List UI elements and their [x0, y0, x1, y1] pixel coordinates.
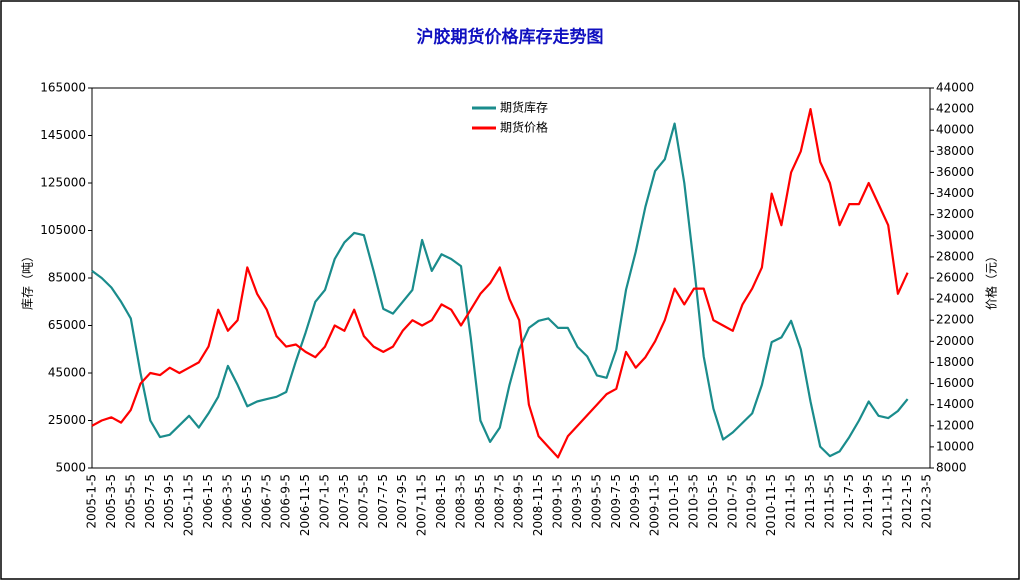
x-tick-label: 2010-1-5: [667, 474, 681, 528]
y-tick-label: 165000: [40, 81, 86, 95]
y2-tick-label: 20000: [936, 334, 974, 348]
y2-tick-label: 16000: [936, 376, 974, 390]
y2-tick-label: 10000: [936, 439, 974, 453]
y2-tick-label: 36000: [936, 165, 974, 179]
x-tick-label: 2007-11-5: [415, 474, 429, 536]
x-tick-label: 2006-1-5: [201, 474, 215, 528]
y-axis-label: 库存（吨）: [20, 250, 35, 310]
y-tick-label: 25000: [48, 413, 86, 427]
x-tick-label: 2006-9-5: [279, 474, 293, 528]
x-tick-label: 2010-7-5: [725, 474, 739, 528]
x-tick-label: 2007-1-5: [318, 474, 332, 528]
x-tick-label: 2007-3-5: [337, 474, 351, 528]
x-tick-label: 2008-1-5: [434, 474, 448, 528]
y2-tick-label: 18000: [936, 355, 974, 369]
y-tick-label: 85000: [48, 271, 86, 285]
x-tick-label: 2010-5-5: [706, 474, 720, 528]
x-tick-label: 2007-9-5: [395, 474, 409, 528]
y2-tick-label: 26000: [936, 271, 974, 285]
y2-tick-label: 28000: [936, 249, 974, 263]
x-tick-label: 2010-3-5: [686, 474, 700, 528]
y2-axis-label: 价格（元）: [984, 250, 999, 310]
x-tick-label: 2008-11-5: [531, 474, 545, 536]
x-tick-label: 2006-5-5: [240, 474, 254, 528]
x-tick-label: 2005-5-5: [123, 474, 137, 528]
x-tick-label: 2009-9-5: [628, 474, 642, 528]
series-line: [91, 108, 909, 459]
x-tick-label: 2005-9-5: [162, 474, 176, 528]
y2-tick-label: 40000: [936, 123, 974, 137]
x-tick-label: 2012-1-5: [900, 474, 914, 528]
y-tick-label: 45000: [48, 366, 86, 380]
y2-tick-label: 38000: [936, 144, 974, 158]
y2-tick-label: 34000: [936, 186, 974, 200]
x-tick-label: 2005-7-5: [143, 474, 157, 528]
y2-tick-label: 22000: [936, 313, 974, 327]
x-tick-label: 2006-7-5: [259, 474, 273, 528]
x-tick-label: 2009-1-5: [551, 474, 565, 528]
chart-title: 沪胶期货价格库存走势图: [417, 27, 604, 48]
x-tick-label: 2008-3-5: [453, 474, 467, 528]
x-tick-label: 2006-3-5: [220, 474, 234, 528]
x-tick-label: 2011-11-5: [881, 474, 895, 536]
y-tick-label: 145000: [40, 128, 86, 142]
y-tick-label: 105000: [40, 223, 86, 237]
x-tick-label: 2010-9-5: [745, 474, 759, 528]
y2-tick-label: 44000: [936, 81, 974, 95]
x-tick-label: 2008-5-5: [473, 474, 487, 528]
legend-label: 期货价格: [500, 120, 548, 135]
x-tick-label: 2010-11-5: [764, 474, 778, 536]
y2-tick-label: 42000: [936, 102, 974, 116]
x-tick-label: 2006-11-5: [298, 474, 312, 536]
y-tick-label: 5000: [55, 461, 86, 475]
x-tick-label: 2008-9-5: [512, 474, 526, 528]
x-tick-label: 2005-11-5: [182, 474, 196, 536]
x-tick-label: 2011-3-5: [803, 474, 817, 528]
x-tick-label: 2007-7-5: [376, 474, 390, 528]
x-tick-label: 2011-5-5: [822, 474, 836, 528]
x-tick-label: 2009-11-5: [648, 474, 662, 536]
x-tick-label: 2012-3-5: [920, 474, 934, 528]
x-tick-label: 2005-3-5: [104, 474, 118, 528]
x-tick-label: 2005-1-5: [85, 474, 99, 528]
x-tick-label: 2008-7-5: [492, 474, 506, 528]
y2-tick-label: 32000: [936, 207, 974, 221]
series-line: [91, 122, 909, 458]
legend-label: 期货库存: [500, 100, 548, 115]
x-tick-label: 2011-1-5: [784, 474, 798, 528]
y2-tick-label: 8000: [936, 461, 967, 475]
y2-tick-label: 30000: [936, 228, 974, 242]
x-tick-label: 2009-3-5: [570, 474, 584, 528]
y-tick-label: 125000: [40, 176, 86, 190]
y-tick-label: 65000: [48, 318, 86, 332]
x-tick-label: 2007-5-5: [356, 474, 370, 528]
x-tick-label: 2011-9-5: [861, 474, 875, 528]
x-tick-label: 2009-5-5: [589, 474, 603, 528]
y2-tick-label: 24000: [936, 292, 974, 306]
plot-area: [91, 87, 931, 469]
x-tick-label: 2011-7-5: [842, 474, 856, 528]
x-tick-label: 2009-7-5: [609, 474, 623, 528]
y2-tick-label: 12000: [936, 418, 974, 432]
y2-tick-label: 14000: [936, 397, 974, 411]
